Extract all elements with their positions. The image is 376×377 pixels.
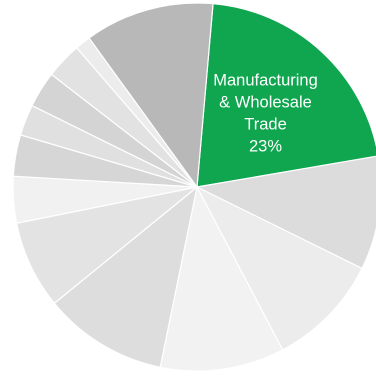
pie-labels: Manufacturing & Wholesale Trade 23% <box>213 72 318 156</box>
slice-label-line: & Wholesale <box>219 94 312 112</box>
slice-label-line: Trade <box>244 116 287 134</box>
pie-slice-manufacturing-wholesale-trade <box>196 3 376 188</box>
slice-label-percent: 23% <box>249 138 282 156</box>
pie-slice-1 <box>195 155 376 270</box>
pie-slices <box>12 2 376 372</box>
pie-slice-3 <box>159 185 284 372</box>
pie-slice-12 <box>88 2 214 189</box>
pie-slice-2 <box>195 185 363 351</box>
slice-label: Manufacturing & Wholesale Trade 23% <box>213 72 318 156</box>
slice-label-line: Manufacturing <box>213 72 318 90</box>
pie-slice-4 <box>53 185 198 368</box>
